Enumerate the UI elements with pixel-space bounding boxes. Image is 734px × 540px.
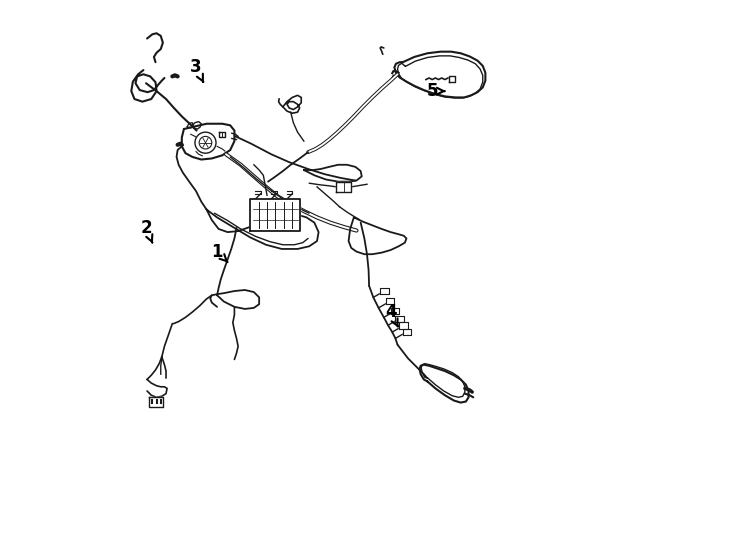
Polygon shape [395, 315, 404, 322]
Text: 4: 4 [385, 303, 398, 327]
Polygon shape [336, 181, 351, 192]
Polygon shape [449, 76, 455, 82]
Polygon shape [391, 308, 399, 314]
Polygon shape [250, 199, 300, 231]
Circle shape [195, 132, 216, 153]
Polygon shape [399, 322, 408, 329]
Polygon shape [402, 329, 411, 335]
Text: 1: 1 [211, 242, 228, 262]
Text: 3: 3 [190, 58, 203, 82]
Text: 2: 2 [140, 219, 153, 242]
Polygon shape [380, 288, 389, 294]
Text: 5: 5 [427, 82, 444, 100]
Polygon shape [386, 298, 394, 305]
Polygon shape [149, 397, 163, 407]
